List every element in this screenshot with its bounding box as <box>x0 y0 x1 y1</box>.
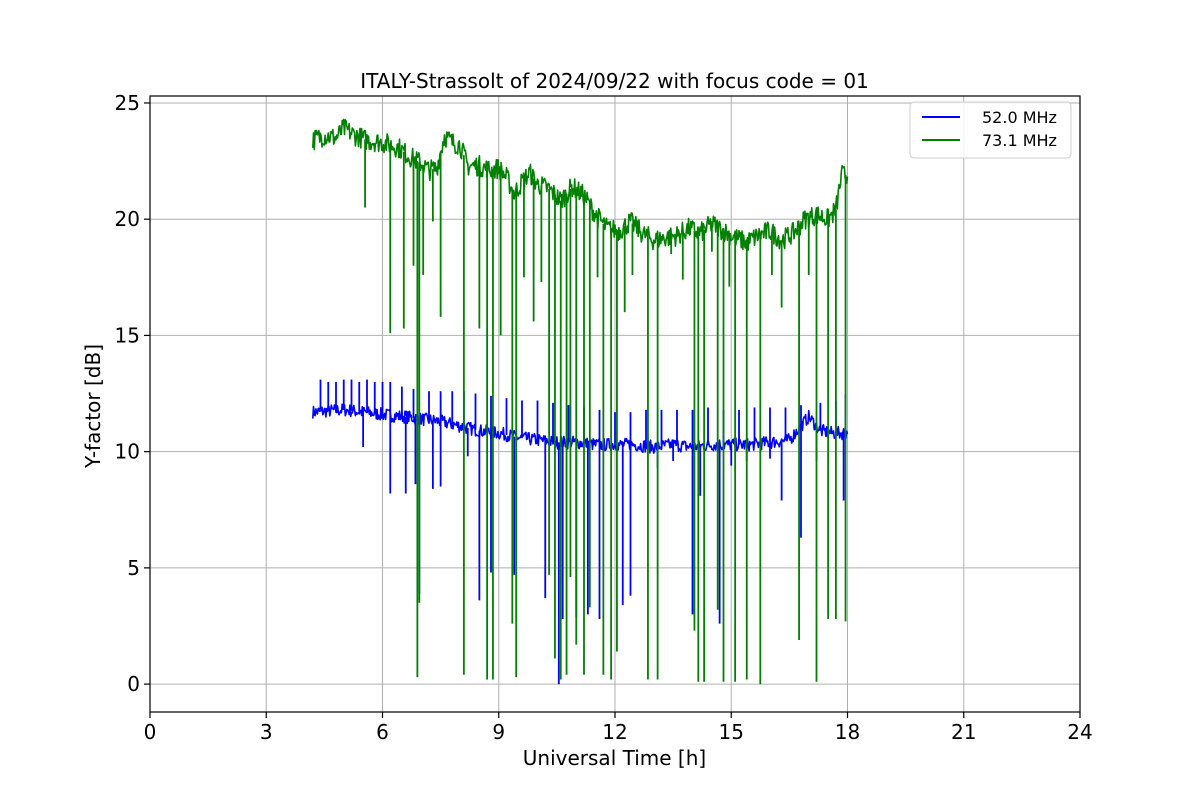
x-tick-label: 12 <box>602 720 627 744</box>
x-tick-label: 3 <box>260 720 273 744</box>
y-tick-label: 15 <box>115 323 140 347</box>
x-tick-label: 0 <box>144 720 157 744</box>
legend: 52.0 MHz 73.1 MHz <box>909 101 1072 159</box>
y-tick-label: 25 <box>115 91 140 115</box>
series-73-mhz <box>312 118 849 685</box>
y-axis-label: Y-factor [dB] <box>81 344 105 469</box>
series-52-mhz <box>312 379 849 685</box>
series-trace <box>312 118 849 251</box>
y-tick-label: 0 <box>127 672 140 696</box>
x-tick-label: 9 <box>492 720 505 744</box>
series-trace <box>312 403 849 454</box>
x-tick-label: 24 <box>1067 720 1092 744</box>
y-tick-label: 10 <box>115 440 140 464</box>
grid <box>149 96 1081 712</box>
x-tick-label: 6 <box>376 720 389 744</box>
axis-ticks: 0 3 6 9 12 15 18 21 24 0 5 10 15 20 25 <box>115 91 1093 744</box>
x-tick-label: 15 <box>719 720 744 744</box>
y-tick-label: 5 <box>127 556 140 580</box>
legend-label-73-mhz: 73.1 MHz <box>982 131 1057 150</box>
y-tick-label: 20 <box>115 207 140 231</box>
legend-label-52-mhz: 52.0 MHz <box>982 108 1057 127</box>
x-axis-label: Universal Time [h] <box>523 746 706 770</box>
x-tick-label: 18 <box>835 720 860 744</box>
x-tick-label: 21 <box>951 720 976 744</box>
chart-title: ITALY-Strassolt of 2024/09/22 with focus… <box>360 69 869 93</box>
plot-area <box>312 118 849 685</box>
